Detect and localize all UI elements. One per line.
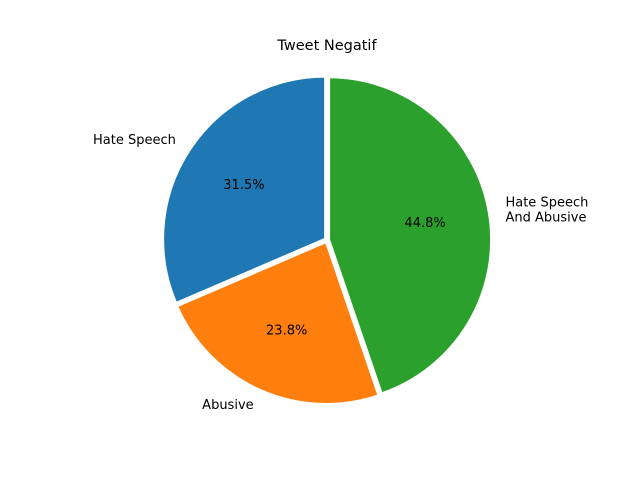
pie-slice-abusive	[174, 239, 381, 406]
percent-labels: 31.5% 23.8% 44.8%	[223, 178, 445, 339]
category-label-hate-speech-and-abusive: Hate Speech And Abusive	[505, 195, 588, 225]
category-label-hate-speech: Hate Speech	[93, 133, 176, 148]
category-labels: Hate Speech Abusive Hate Speech And Abusive	[93, 133, 588, 413]
percent-label-abusive: 23.8%	[266, 323, 307, 338]
pie-slices	[161, 74, 494, 406]
pie-slice-hate-speech-and-abusive	[327, 75, 494, 396]
percent-label-hate-speech: 31.5%	[223, 178, 264, 193]
chart-title: Tweet Negatif	[276, 38, 377, 54]
percent-label-hate-speech-and-abusive: 44.8%	[404, 216, 445, 231]
pie-slice-hate-speech	[161, 74, 328, 306]
category-label-abusive: Abusive	[202, 398, 253, 413]
